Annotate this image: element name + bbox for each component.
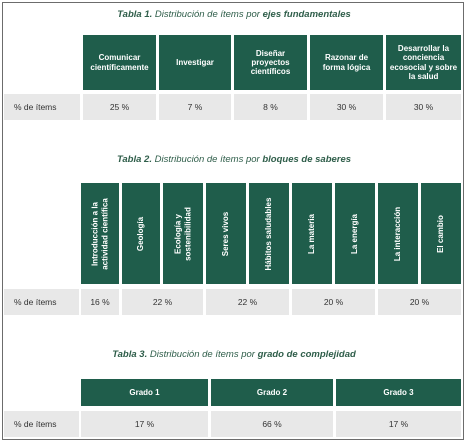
- table2-header-cambio-label: El cambio: [436, 214, 446, 253]
- table2-header-energia: La energía: [335, 183, 375, 284]
- table2-header-interaccion-label: La interacción: [393, 206, 403, 261]
- table1-header-desarrollar: Desarrollar la conciencia ecosocial y so…: [386, 35, 461, 90]
- table1-caption-mid: Distribución de ítems por: [152, 9, 263, 20]
- table2-header-materia-label: La materia: [307, 213, 317, 254]
- table2-header-ecologia: Ecología y sostenibilidad: [163, 183, 203, 284]
- table1-caption-lead: Tabla 1.: [117, 9, 153, 20]
- table1-row-label: % de ítems: [4, 94, 80, 120]
- table1-header-comunicar: Comunicar científicamente: [83, 35, 156, 90]
- table2-row-label: % de ítems: [4, 289, 79, 315]
- table2-header-seres-vivos-label: Seres vivos: [221, 211, 231, 256]
- table1-header-disenar: Diseñar proyectos científicos: [234, 35, 307, 90]
- table2-caption-mid: Distribución de ítems por: [151, 154, 263, 165]
- table3-row-label: % de ítems: [4, 411, 79, 437]
- table3-header-grado3: Grado 3: [336, 379, 461, 406]
- table2-value-introduccion: 16 %: [81, 289, 119, 315]
- table2-header-habitos-label: Hábitos saludables: [264, 197, 274, 270]
- table1-value-investigar: 7 %: [159, 94, 231, 120]
- table2-value-seres-vivos-habitos: 22 %: [206, 289, 289, 315]
- table2-caption-tail: bloques de saberes: [262, 154, 352, 165]
- table1-caption: Tabla 1. Distribución de ítems por ejes …: [0, 9, 468, 20]
- table2-caption: Tabla 2. Distribución de ítems por bloqu…: [0, 154, 468, 165]
- table3-header-grado2: Grado 2: [211, 379, 333, 406]
- table2-header-habitos: Hábitos saludables: [249, 183, 289, 284]
- page-frame: [2, 2, 464, 440]
- table1-header-razonar: Razonar de forma lógica: [310, 35, 383, 90]
- table2-header-geologia: Geología: [122, 183, 160, 284]
- table2-header-geologia-label: Geología: [136, 216, 146, 251]
- table2-value-materia-energia: 20 %: [292, 289, 375, 315]
- table2-header-interaccion: La interacción: [378, 183, 418, 284]
- table2-header-seres-vivos: Seres vivos: [206, 183, 246, 284]
- table3-value-grado3: 17 %: [336, 411, 461, 437]
- table3-value-grado2: 66 %: [211, 411, 333, 437]
- table2-header-introduccion: Introducción a la actividad científica: [81, 183, 119, 284]
- table1-value-razonar: 30 %: [310, 94, 383, 120]
- table2-header-energia-label: La energía: [350, 213, 360, 254]
- table3-caption: Tabla 3. Distribución de ítems por grado…: [0, 349, 468, 360]
- table1-value-comunicar: 25 %: [83, 94, 156, 120]
- table2-header-introduccion-label: Introducción a la actividad científica: [90, 197, 109, 270]
- table1-value-desarrollar: 30 %: [386, 94, 461, 120]
- table2-value-geologia-ecologia: 22 %: [122, 289, 203, 315]
- table2-header-materia: La materia: [292, 183, 332, 284]
- table2-header-ecologia-label: Ecología y sostenibilidad: [173, 206, 192, 261]
- table3-caption-tail: grado de complejidad: [257, 349, 356, 360]
- table3-header-grado1: Grado 1: [81, 379, 208, 406]
- table3-value-grado1: 17 %: [81, 411, 208, 437]
- table2-value-interaccion-cambio: 20 %: [378, 289, 461, 315]
- table1-value-disenar: 8 %: [234, 94, 307, 120]
- table2-caption-lead: Tabla 2.: [116, 154, 152, 165]
- table2-header-cambio: El cambio: [421, 183, 461, 284]
- table3-caption-mid: Distribución de ítems por: [147, 349, 258, 360]
- table3-caption-lead: Tabla 3.: [112, 349, 148, 360]
- table1-header-investigar: Investigar: [159, 35, 231, 90]
- table1-caption-tail: ejes fundamentales: [262, 9, 351, 20]
